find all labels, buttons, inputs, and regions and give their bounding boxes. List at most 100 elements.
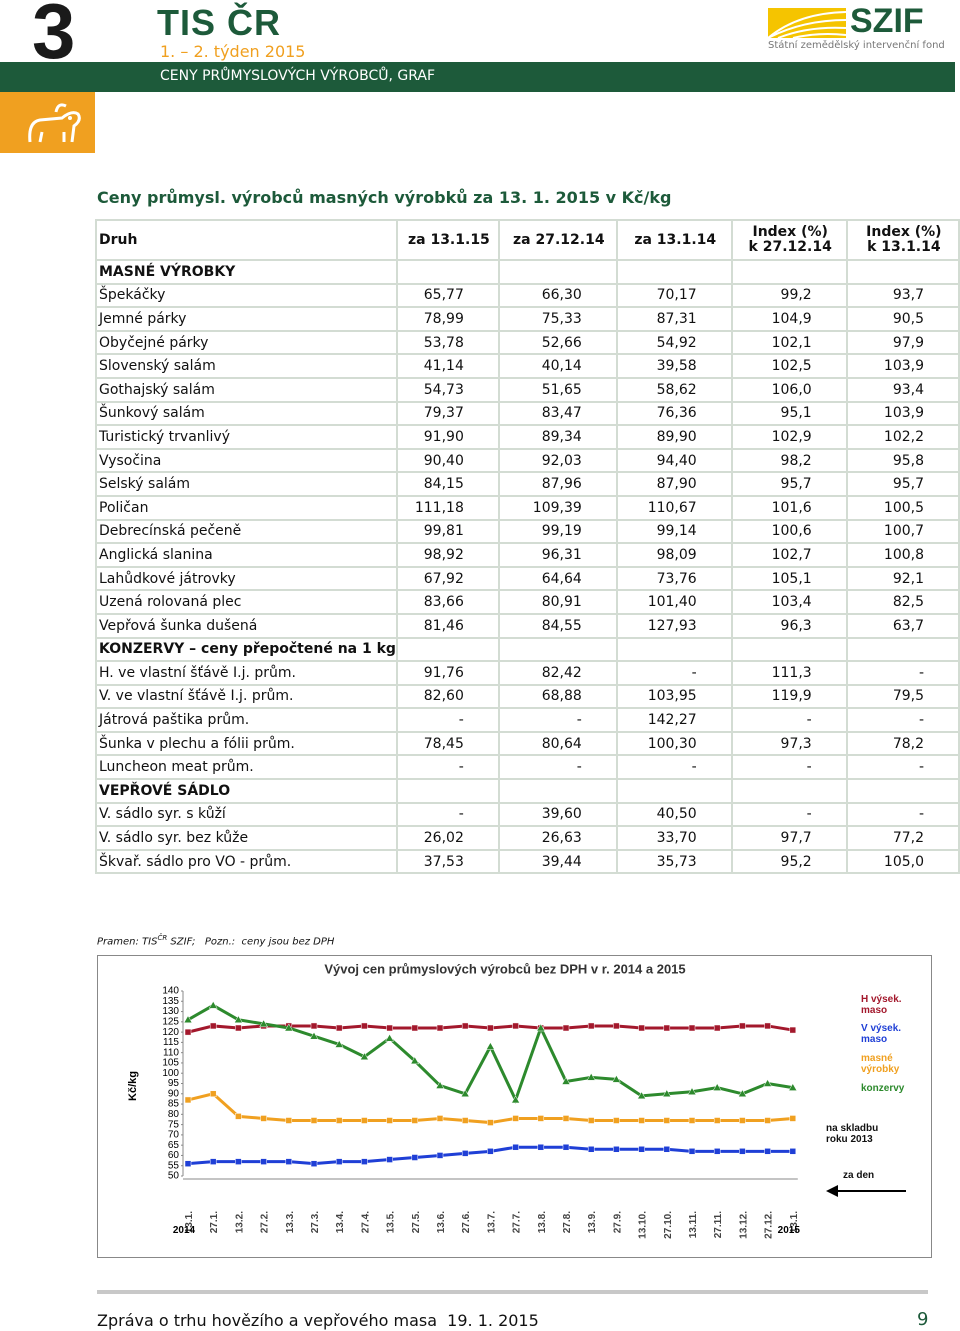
cell: 111,18 [395,494,500,521]
cell: 73,76 [615,565,733,592]
marker [663,1024,671,1032]
data-row: Debrecínská pečeně 99,81 99,19 99,14 100,6 10… [95,518,960,545]
marker [435,1081,445,1089]
data-row: Škvař. sádlo pro VO - prům. 37,53 39,44 35,… [95,848,960,875]
marker [638,1117,645,1124]
data-row: H. ve vlastní šťávě I.j. prům. 91,76 82,42… [95,660,960,686]
cell: 102,7 [730,542,848,568]
cell: 95,8 [845,447,960,474]
data-row: Obyčejné párky 53,78 52,66 54,92 102,1 97,9 [95,329,960,356]
x-tick-label: 13.11. [688,1211,699,1238]
marker [587,1022,595,1030]
cell: 99,14 [615,518,733,545]
cell: 67,92 [395,565,500,592]
cell: 90,5 [845,306,960,332]
cell: - [730,754,848,781]
y-tick-label: 55 [168,1160,180,1171]
cell: V. sádlo syr. s kůží [95,801,398,828]
header-text: za 13.1.15 [407,231,490,248]
marker [361,1022,368,1030]
marker [764,1117,771,1124]
cell: - [845,754,960,781]
marker [562,1115,570,1122]
cell: Lahůdkové játrovky [95,565,398,592]
marker [789,1148,797,1155]
marker [209,1022,217,1030]
empty-cell [395,259,500,285]
x-tick-label: 13.1. [184,1211,195,1233]
logo-subtitle: Státní zemědělský intervenční fond [768,40,945,51]
marker [512,1022,519,1030]
x-tick-label: 27.2. [260,1211,271,1233]
legend-entry: H výsek. maso [861,994,902,1016]
marker [537,1115,545,1122]
y-tick-label: 110 [163,1047,179,1058]
cell: 78,2 [845,730,960,757]
marker [688,1148,696,1155]
empty-cell [845,636,960,663]
chart-svg: Vývoj cen průmyslových výrobců bez DPH v… [127,961,906,1239]
header-cell: Index (%) k 13.1.14 [845,219,960,261]
marker [335,1024,343,1032]
marker [235,1113,242,1120]
cell: 54,92 [615,329,733,356]
cell: 106,0 [730,376,848,403]
y-tick-label: 60 [168,1150,180,1161]
y-axis-title: Kč/kg [127,1071,139,1101]
data-row: Šunkový salám 79,37 83,47 76,36 95,1 103,9 [95,400,960,427]
cell: 105,1 [730,565,848,592]
marker [663,1146,671,1153]
cell: 76,36 [615,400,733,427]
marker [260,1158,267,1165]
series-line [187,1003,794,1104]
cell: 77,2 [845,825,960,851]
x-tick-label: 13.4. [335,1211,346,1233]
cell: 100,6 [730,518,848,545]
chart-title: Vývoj cen průmyslových výrobců bez DPH v… [324,961,685,976]
marker [334,1039,344,1048]
section-title: CENY PRŮMYSLOVÝCH VÝROBCŮ, GRAF [160,68,436,84]
cell: 83,47 [497,400,618,427]
marker [739,1117,746,1124]
cell: 95,7 [730,471,848,497]
cell: 70,17 [615,282,733,309]
marker [662,1089,672,1098]
y-tick-label: 140 [162,986,179,997]
marker [638,1024,645,1032]
cell: 97,9 [845,329,960,356]
cow-icon [28,103,81,143]
marker [663,1117,671,1124]
cell: 97,3 [730,730,848,757]
legend-entry: konzervy [861,1083,905,1094]
cell: 96,3 [730,612,848,639]
cell: - [395,707,500,733]
cell: - [845,660,960,686]
cell: 100,5 [845,494,960,521]
y-tick-label: 130 [162,1006,179,1017]
cell: 64,64 [497,565,618,592]
cell: Debrecínská pečeně [95,518,398,545]
cell: - [615,754,733,781]
source-sup: ČR [157,934,168,942]
cell: - [395,801,500,828]
section-row: KONZERVY – ceny přepočtené na 1 kg [95,636,960,663]
y-tick-label: 75 [168,1119,180,1130]
cell: 79,5 [845,683,960,710]
data-row: Uzená rolovaná plec 83,66 80,91 101,40 103,4… [95,589,960,615]
cell: Gothajský salám [95,376,398,403]
cell: 41,14 [395,353,500,379]
logo-block [0,92,95,153]
cell: 103,4 [730,589,848,615]
marker [713,1117,721,1124]
cell: 81,46 [395,612,500,639]
y-tick-label: 70 [168,1130,180,1141]
cell: Obyčejné párky [95,329,398,356]
header-cell: Index (%) k 27.12.14 [730,219,848,261]
marker [688,1117,696,1124]
header-row: Druh za 13.1.15 za 27.12.14 za 13.1.14 Index… [95,219,960,261]
cell: 78,99 [395,306,500,332]
logo-mark [768,8,846,38]
marker [713,1024,721,1032]
y-tick-label: 65 [168,1140,180,1151]
cell: 99,2 [730,282,848,309]
